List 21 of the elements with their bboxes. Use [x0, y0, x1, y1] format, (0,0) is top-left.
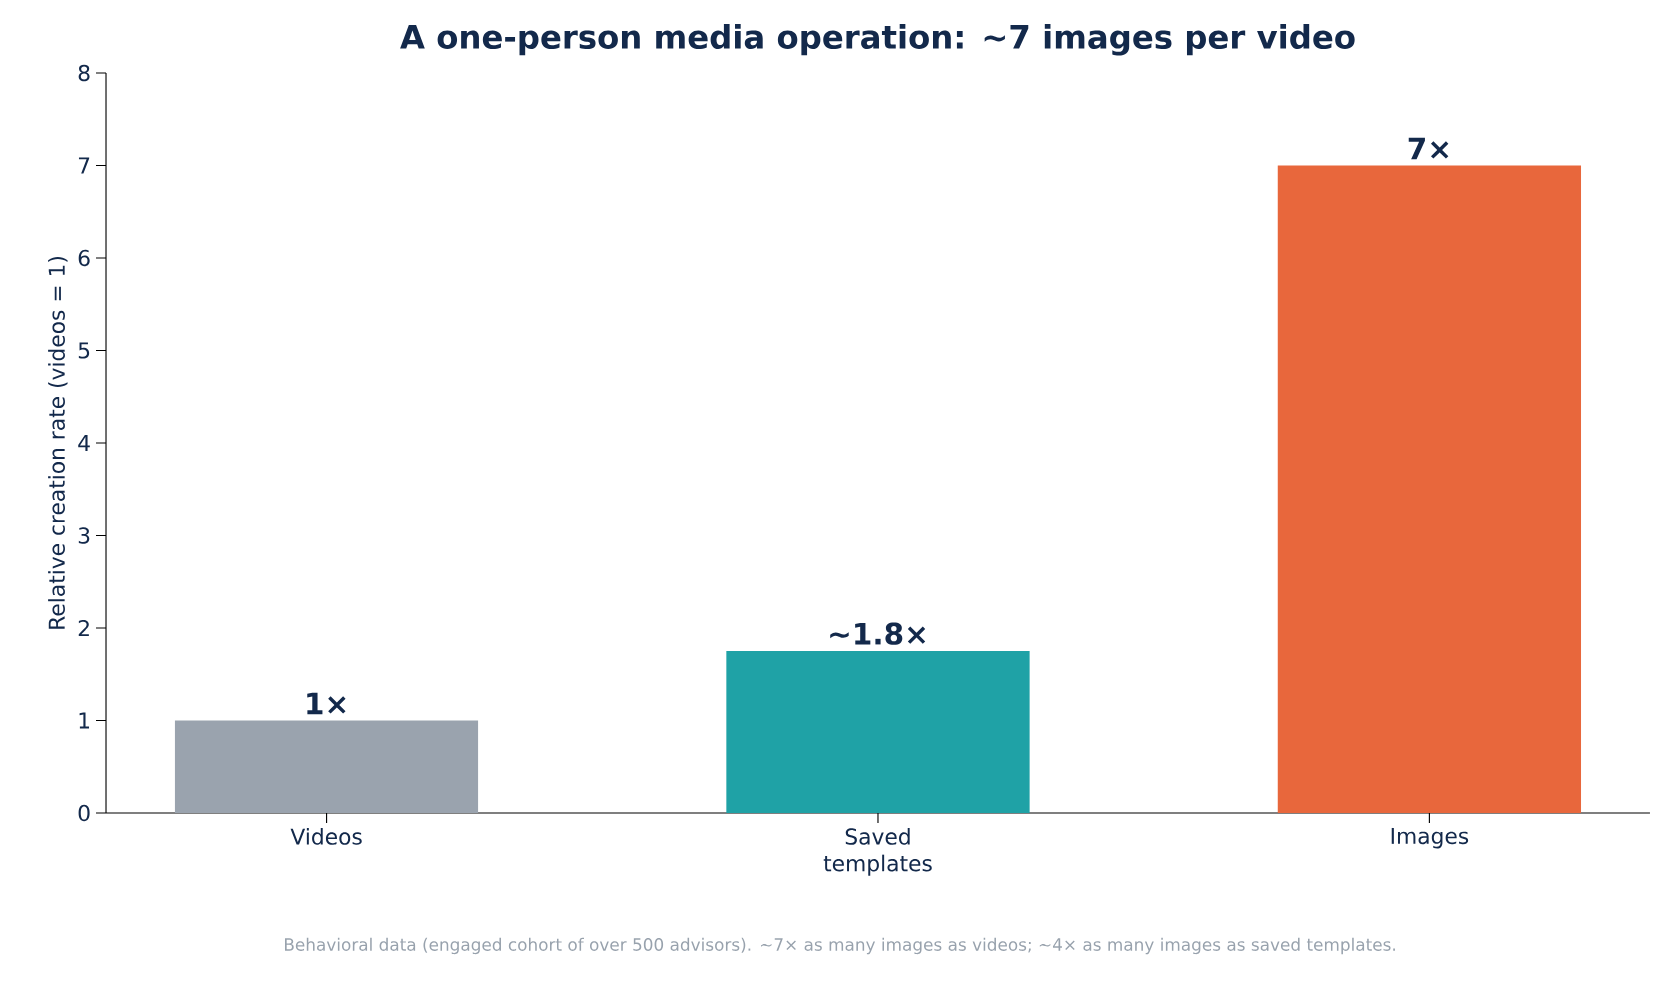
- y-tick-label: 0: [78, 804, 90, 822]
- bar: [1277, 165, 1582, 813]
- y-tick-label: 1: [79, 712, 90, 729]
- y-tick-label: 3: [78, 527, 90, 544]
- y-tick-label: 4: [78, 435, 90, 451]
- data-label: 7×: [1408, 137, 1449, 160]
- x-tick-label: Saved templates: [823, 827, 932, 876]
- x-tick-label: Videos: [290, 827, 362, 845]
- bar: [174, 720, 479, 813]
- y-tick-label: 7: [78, 157, 90, 174]
- x-tick-label: Images: [1391, 827, 1469, 849]
- chart-title: A one-person media operation: ~7 images per video: [400, 24, 1355, 56]
- y-axis-title: Relative creation rate (videos = 1): [48, 256, 68, 629]
- bar: [726, 651, 1030, 813]
- data-label: ~1.8×: [830, 622, 926, 645]
- y-tick-label: 5: [78, 342, 90, 359]
- data-label: 1×: [307, 692, 346, 715]
- y-tick-label: 2: [78, 619, 89, 637]
- text: Behavioral data (engaged cohort of over 500 advisors). ~7× as many images as videos; ~4× as many images as saved templates.: [284, 937, 1395, 955]
- y-tick-label: 6: [78, 249, 90, 267]
- y-tick-label: 8: [78, 64, 90, 82]
